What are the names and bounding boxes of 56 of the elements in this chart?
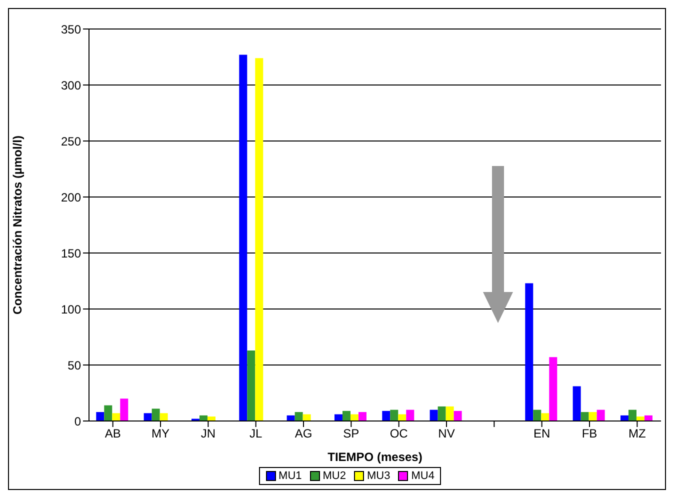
bar bbox=[342, 410, 350, 421]
y-tick-label: 350 bbox=[60, 22, 82, 36]
bar bbox=[438, 406, 446, 421]
bar bbox=[390, 410, 398, 421]
y-tick-label: 200 bbox=[60, 190, 82, 204]
bar bbox=[525, 283, 534, 421]
bar bbox=[541, 413, 550, 421]
legend-label: MU3 bbox=[366, 470, 390, 482]
bar bbox=[160, 413, 168, 421]
x-tick-label: EN bbox=[533, 426, 550, 441]
x-tick-label: FB bbox=[582, 426, 598, 441]
bar bbox=[628, 410, 636, 421]
legend-label: MU4 bbox=[410, 470, 434, 482]
bar bbox=[144, 413, 152, 421]
bar bbox=[104, 405, 112, 421]
bar bbox=[580, 412, 589, 421]
bar bbox=[446, 406, 454, 421]
bar bbox=[549, 357, 558, 421]
x-tick-label: AG bbox=[294, 426, 312, 441]
bar bbox=[207, 416, 216, 421]
bar bbox=[112, 413, 120, 421]
bar bbox=[430, 410, 438, 421]
bar bbox=[636, 416, 644, 421]
bar bbox=[152, 408, 160, 421]
x-tick-label: AB bbox=[104, 426, 121, 441]
bar bbox=[596, 410, 605, 421]
bar bbox=[588, 412, 597, 421]
y-tick-label: 300 bbox=[60, 78, 82, 92]
bar bbox=[294, 412, 303, 421]
bar bbox=[96, 412, 104, 421]
bar bbox=[358, 412, 366, 421]
legend-label: MU1 bbox=[278, 470, 302, 482]
x-tick-label: MZ bbox=[628, 426, 646, 441]
y-tick-label: 150 bbox=[60, 246, 82, 260]
y-tick-label: 0 bbox=[74, 414, 82, 428]
x-tick-label: MY bbox=[152, 426, 170, 441]
y-tick-label: 250 bbox=[60, 134, 82, 148]
x-axis-title: TIEMPO (meses) bbox=[328, 450, 422, 464]
x-tick-label: OC bbox=[390, 426, 408, 441]
legend-label: MU2 bbox=[322, 470, 346, 482]
bar bbox=[247, 350, 256, 421]
bar bbox=[454, 410, 462, 421]
x-tick-label: SP bbox=[343, 426, 360, 441]
y-tick-label: 100 bbox=[60, 302, 82, 316]
bar bbox=[406, 410, 414, 421]
bar bbox=[533, 410, 542, 421]
y-axis-title: Concentración Nitratos (µmol/l) bbox=[10, 136, 24, 314]
x-tick-label: NV bbox=[438, 426, 455, 441]
y-tick-label: 50 bbox=[68, 358, 82, 372]
bar bbox=[255, 58, 264, 421]
bar bbox=[382, 410, 390, 421]
x-tick-label: JL bbox=[249, 426, 262, 441]
bar bbox=[239, 54, 248, 421]
bar bbox=[120, 398, 128, 421]
x-tick-label: JN bbox=[200, 426, 216, 441]
bar bbox=[572, 386, 581, 421]
